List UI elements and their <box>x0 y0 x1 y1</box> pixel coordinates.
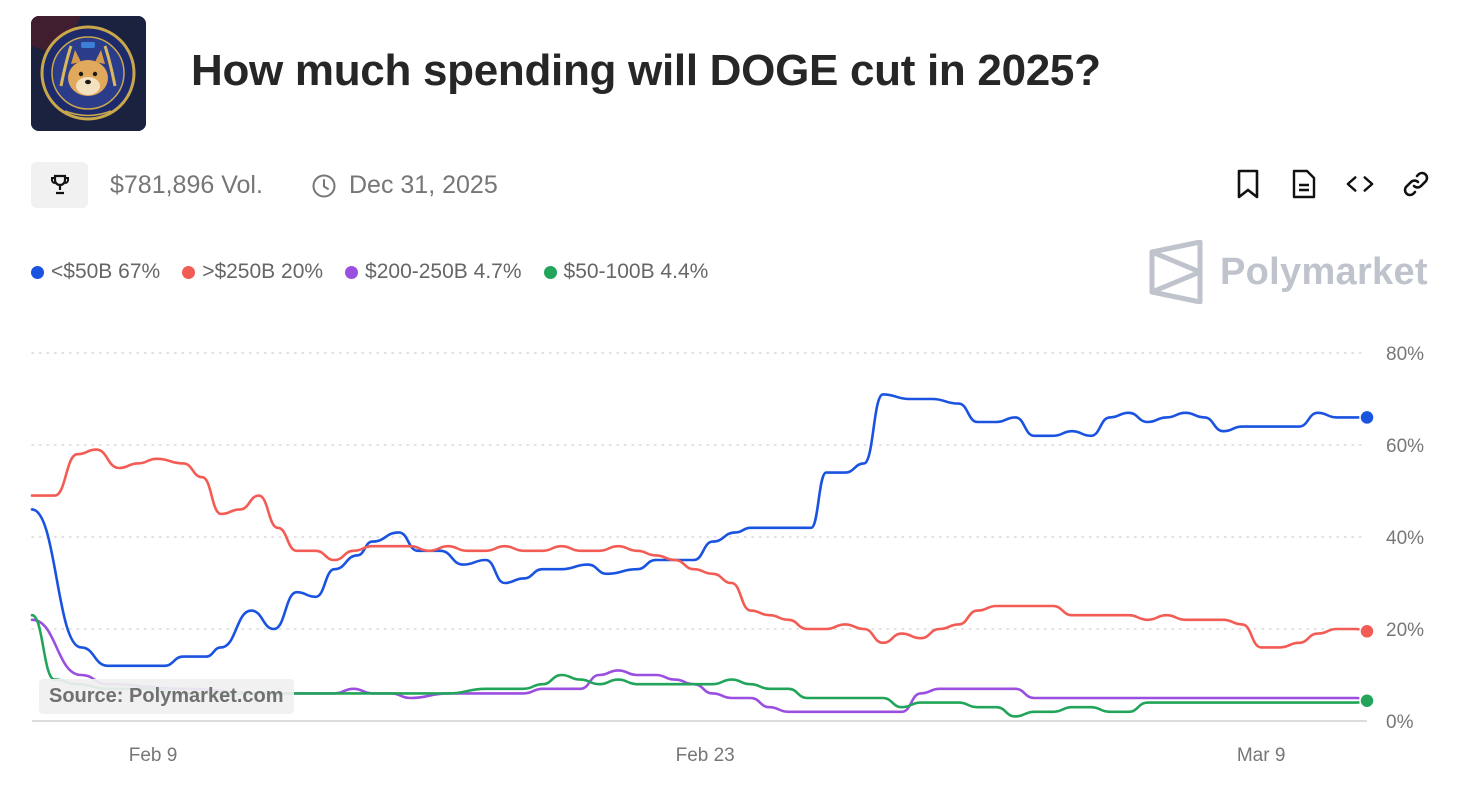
series-line <box>30 393 1369 668</box>
y-tick-label: 80% <box>1386 344 1424 365</box>
y-tick-label: 40% <box>1386 528 1424 549</box>
market-meta: $781,896 Vol. Dec 31, 2025 <box>31 162 1451 210</box>
x-tick-label: Feb 23 <box>676 745 735 766</box>
y-tick-label: 20% <box>1386 620 1424 641</box>
legend-dot <box>182 265 196 279</box>
bookmark-button[interactable] <box>1233 168 1263 200</box>
source-label: Source: Polymarket.com <box>39 679 294 714</box>
page-title: How much spending will DOGE cut in 2025? <box>191 46 1101 95</box>
polymarket-logo: Polymarket <box>1148 240 1428 304</box>
series-endpoint <box>1359 409 1375 426</box>
end-date-label: Dec 31, 2025 <box>349 171 498 199</box>
rules-button[interactable] <box>1289 168 1319 200</box>
code-embed-icon <box>1346 176 1374 192</box>
legend-item: >$250B 20% <box>182 260 323 284</box>
market-header: How much spending will DOGE cut in 2025? <box>31 16 1451 132</box>
brand-name: Polymarket <box>1220 250 1428 293</box>
legend-item: <$50B 67% <box>31 260 160 284</box>
legend-item: $50-100B 4.4% <box>543 260 709 284</box>
doge-seal-icon <box>31 16 146 131</box>
legend-label: $200-250B 4.7% <box>365 260 522 283</box>
series-line <box>30 448 1369 649</box>
y-tick-label: 60% <box>1386 436 1424 457</box>
series-endpoint <box>1359 623 1375 640</box>
legend-dot <box>345 265 359 279</box>
volume-label: $781,896 Vol. <box>110 171 263 199</box>
legend-dot <box>31 265 44 279</box>
price-chart-svg: 0% 20% 40% 60% 80% Feb 9 Feb 23 Mar 9 <box>30 344 1424 766</box>
legend-item: $200-250B 4.7% <box>345 260 522 284</box>
legend-dot <box>543 265 557 279</box>
price-chart: 0% 20% 40% 60% 80% Feb 9 Feb 23 Mar 9 <box>0 330 1474 790</box>
trophy-icon <box>50 174 69 195</box>
legend-label: $50-100B 4.4% <box>563 260 709 283</box>
link-icon <box>1403 171 1429 197</box>
copy-link-button[interactable] <box>1401 168 1431 200</box>
x-tick-label: Mar 9 <box>1237 745 1286 766</box>
series-endpoint <box>1359 693 1375 709</box>
document-icon <box>1292 169 1316 199</box>
bookmark-icon <box>1237 169 1259 199</box>
trophy-button[interactable] <box>31 162 88 208</box>
x-tick-label: Feb 9 <box>129 745 178 766</box>
series-line <box>30 613 1369 718</box>
embed-button[interactable] <box>1345 168 1375 200</box>
action-bar <box>1233 168 1431 200</box>
legend-label: <$50B 67% <box>51 260 161 283</box>
polymarket-logo-icon <box>1149 240 1203 304</box>
chart-legend: <$50B 67% >$250B 20% $200-250B 4.7% $50-… <box>31 260 730 284</box>
y-tick-label: 0% <box>1386 712 1414 733</box>
legend-label: >$250B 20% <box>202 260 324 283</box>
end-date: Dec 31, 2025 <box>311 171 498 200</box>
clock-icon <box>312 174 336 197</box>
